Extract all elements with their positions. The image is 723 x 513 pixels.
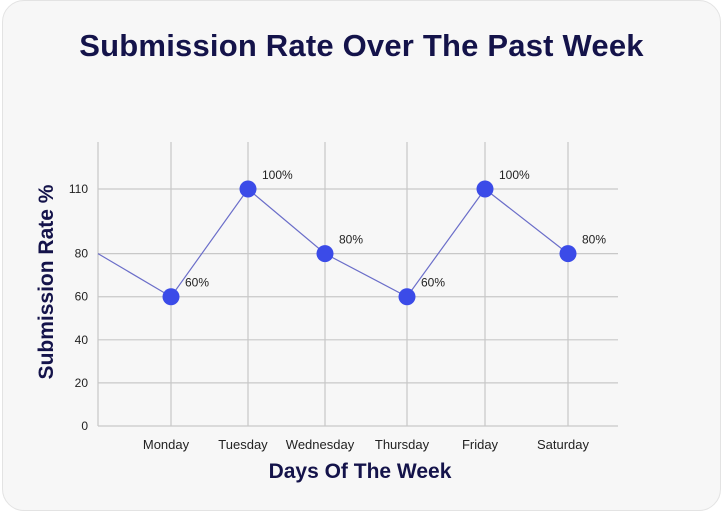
x-tick-label: Tuesday	[218, 437, 268, 452]
x-tick-label: Thursday	[375, 437, 430, 452]
data-point	[162, 288, 180, 306]
x-tick-labels: Monday Tuesday Wednesday Thursday Friday Satu…	[143, 437, 590, 452]
data-point	[316, 245, 334, 263]
x-tick-label: Saturday	[537, 437, 590, 452]
data-label: 100%	[262, 168, 293, 182]
data-labels: 60% 100% 80% 60% 100% 80%	[185, 168, 606, 290]
data-point	[476, 180, 494, 198]
chart-title: Submission Rate Over The Past Week	[79, 28, 644, 63]
x-axis-title: Days Of The Week	[269, 460, 452, 483]
data-label: 60%	[421, 276, 445, 290]
y-tick-label: 20	[75, 376, 89, 390]
data-label: 80%	[582, 233, 606, 247]
x-tick-label: Wednesday	[286, 437, 355, 452]
data-point	[559, 245, 577, 263]
data-label: 80%	[339, 233, 363, 247]
data-point	[398, 288, 416, 306]
y-tick-labels: 0 20 40 60 80 110	[69, 182, 88, 433]
y-tick-label: 110	[69, 182, 88, 196]
y-tick-label: 40	[75, 333, 89, 347]
data-points	[162, 180, 577, 306]
series-line	[97, 188, 569, 298]
x-tick-label: Monday	[143, 437, 190, 452]
grid-lines	[98, 142, 618, 427]
series-polyline	[97, 188, 569, 298]
y-tick-label: 80	[75, 247, 89, 261]
y-tick-label: 60	[75, 290, 89, 304]
data-label: 60%	[185, 276, 209, 290]
y-tick-label: 0	[81, 419, 88, 433]
data-label: 100%	[499, 168, 530, 182]
y-axis-title: Submission Rate %	[35, 184, 58, 379]
data-point	[239, 180, 257, 198]
x-tick-label: Friday	[462, 437, 499, 452]
